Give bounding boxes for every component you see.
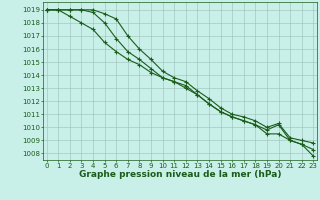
X-axis label: Graphe pression niveau de la mer (hPa): Graphe pression niveau de la mer (hPa): [79, 170, 281, 179]
